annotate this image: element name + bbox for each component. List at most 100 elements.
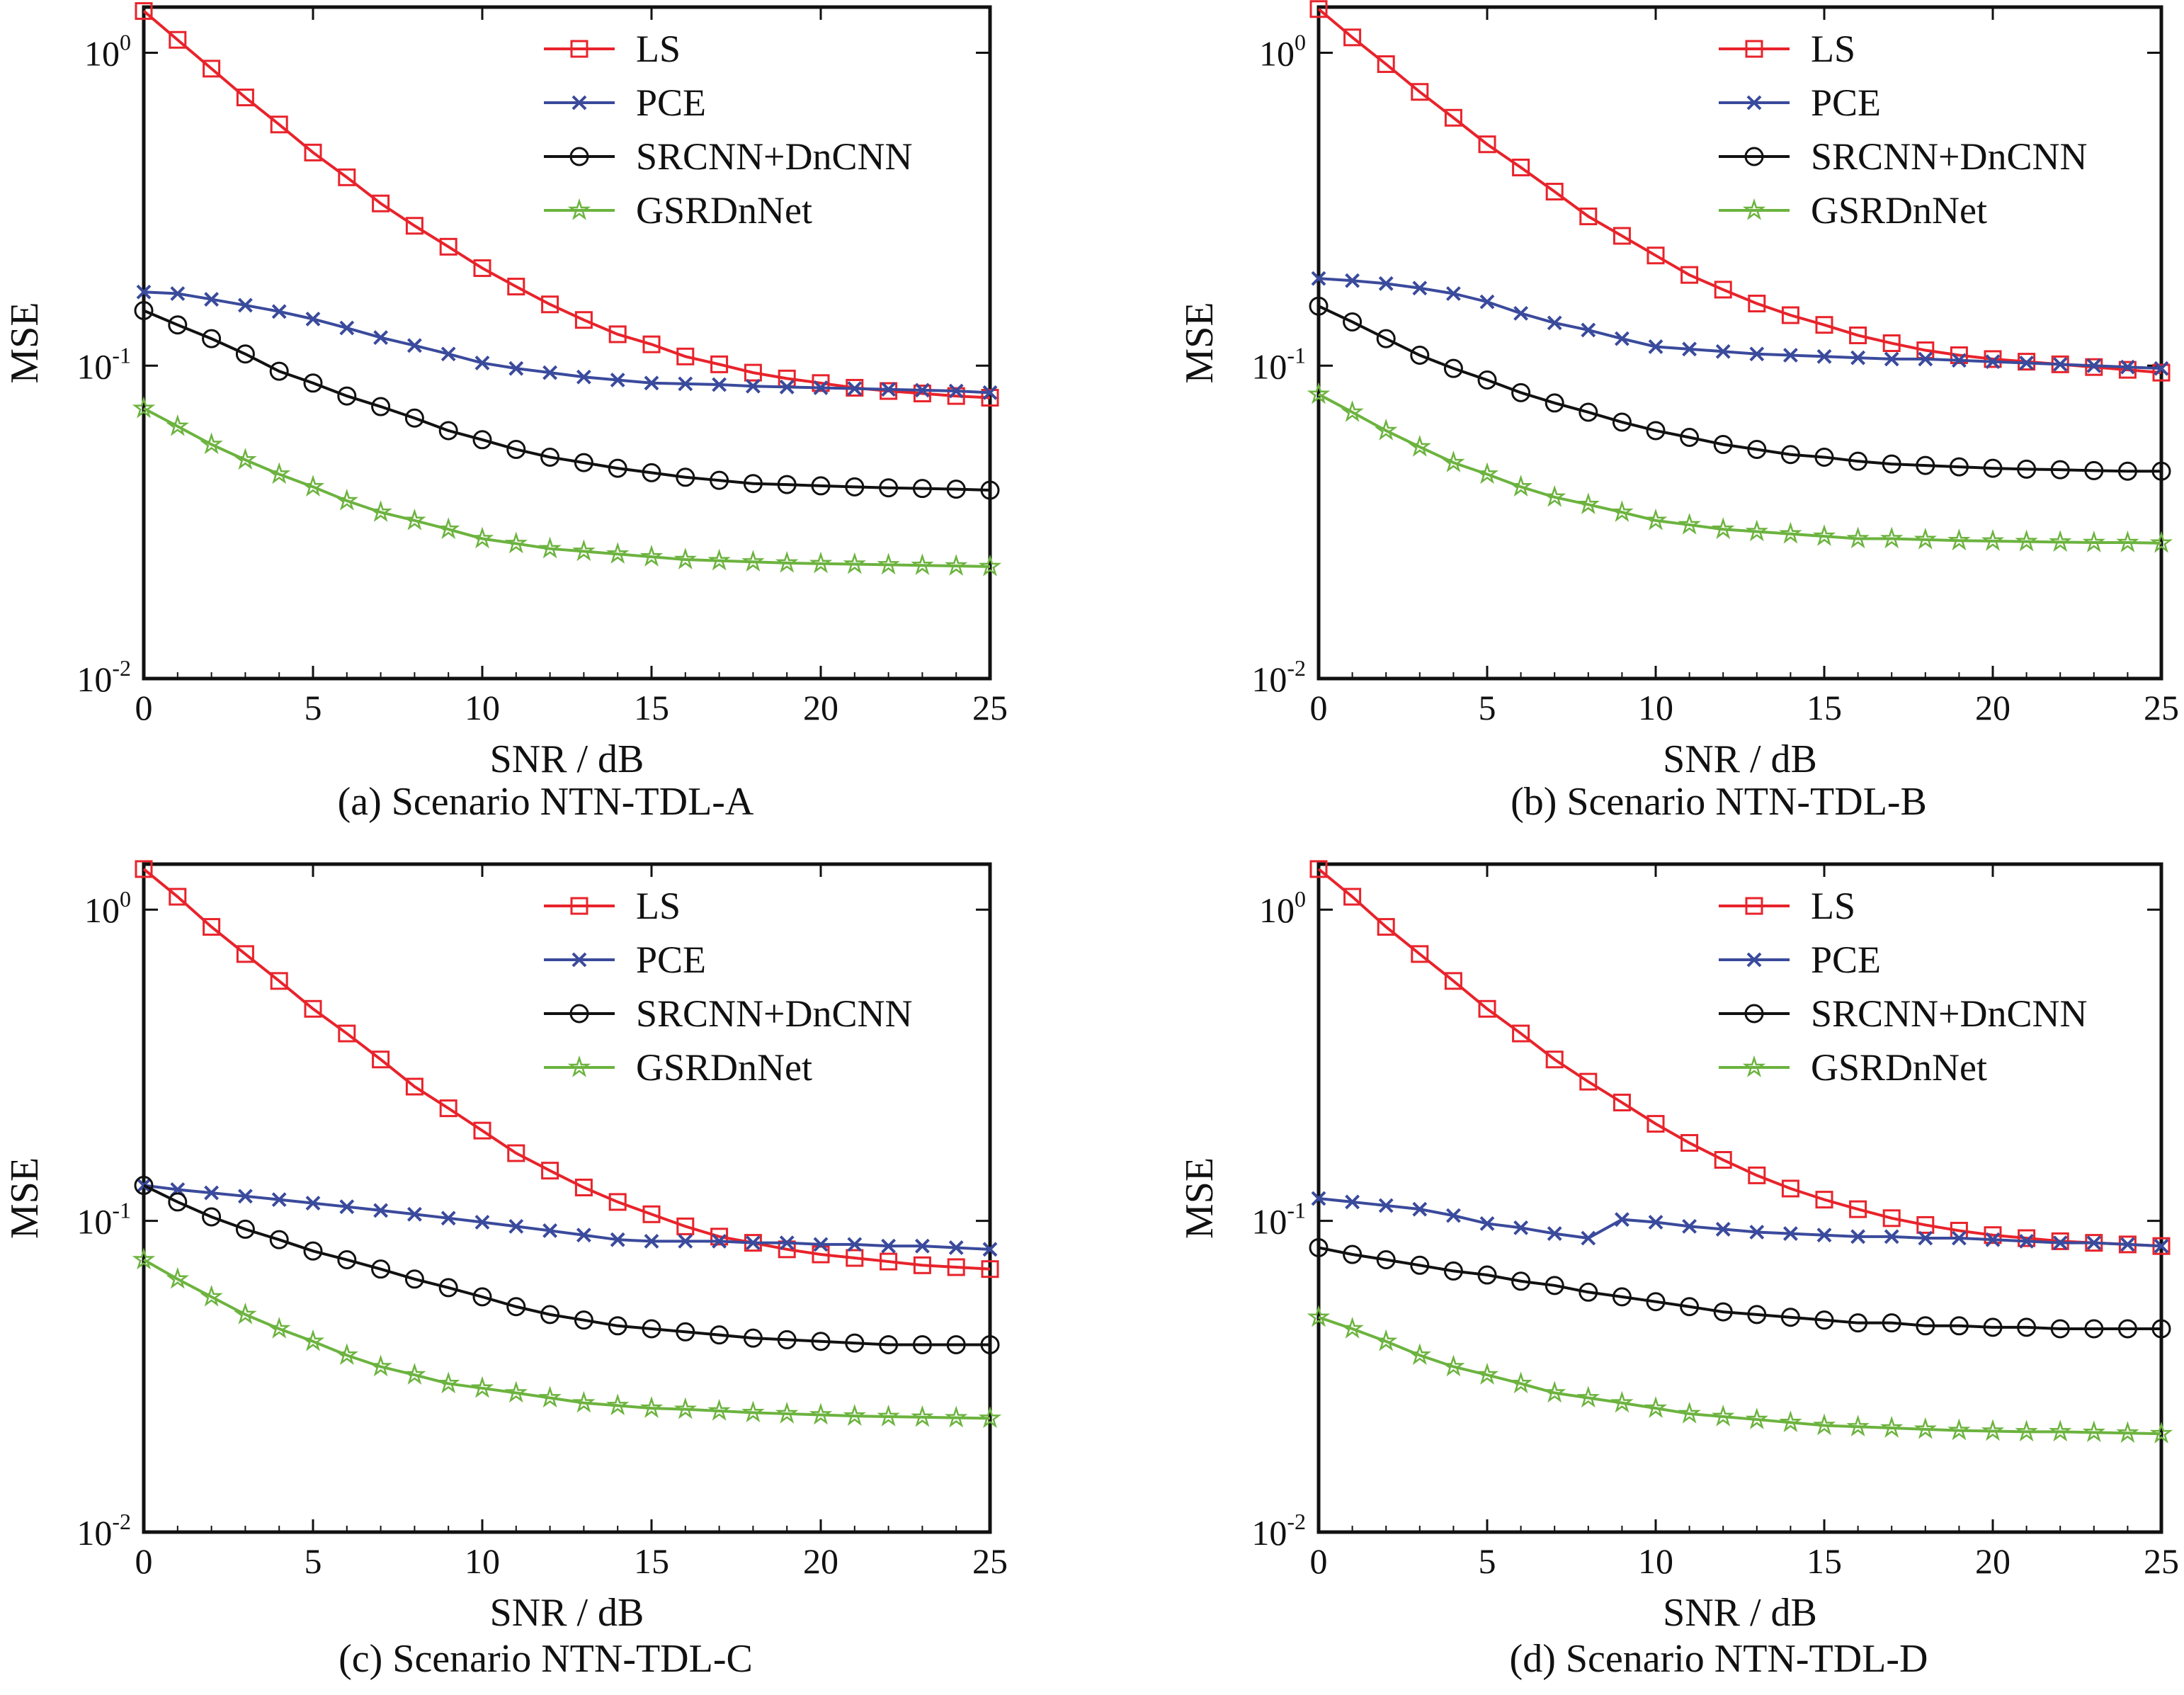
legend-marker	[567, 1055, 591, 1077]
data-point	[1614, 1212, 1630, 1228]
data-point	[303, 1241, 323, 1261]
data-point	[135, 2, 153, 21]
panel-caption: (b) Scenario NTN-TDL-B	[1511, 780, 1927, 824]
x-tick-label: 0	[135, 688, 153, 727]
data-point	[1547, 315, 1562, 331]
y-tick-exponent: -1	[112, 1198, 131, 1223]
legend-label: GSRDnNet	[1811, 1046, 1987, 1089]
data-point	[1345, 273, 1360, 288]
x-tick-label: 15	[1807, 1541, 1842, 1581]
data-point	[1646, 421, 1666, 441]
data-point	[237, 297, 253, 313]
data-point	[538, 536, 562, 559]
data-point	[1745, 1407, 1769, 1429]
data-point	[707, 1398, 731, 1421]
data-point	[2117, 1319, 2137, 1339]
y-tick-label: 10-1	[1251, 1198, 1306, 1242]
data-point	[1850, 350, 1866, 365]
data-point	[1475, 462, 1499, 484]
data-point	[2019, 1233, 2035, 1249]
data-point	[847, 1237, 863, 1252]
x-tick-label: 20	[803, 688, 838, 727]
data-point	[1947, 1418, 1971, 1441]
data-point	[608, 458, 627, 478]
data-point	[948, 383, 964, 399]
data-point	[271, 304, 287, 319]
data-point	[168, 315, 188, 335]
data-point	[879, 478, 899, 498]
data-point	[2017, 1317, 2037, 1337]
data-point	[847, 381, 863, 396]
data-point	[1646, 1115, 1665, 1133]
data-point	[911, 553, 934, 575]
data-point	[1374, 1329, 1398, 1351]
x-tick-label: 20	[803, 1541, 838, 1581]
data-point	[978, 554, 1002, 577]
legend-label: LS	[1811, 28, 1855, 70]
data-point	[1678, 1401, 1701, 1424]
legend-label: SRCNN+DnCNN	[1811, 135, 2088, 178]
series-ls	[1309, 860, 2171, 1255]
data-point	[203, 59, 221, 78]
y-tick-base: 10	[1251, 659, 1287, 699]
data-point	[1748, 1166, 1766, 1184]
data-point	[1509, 475, 1532, 497]
data-point	[168, 1192, 188, 1212]
data-point	[881, 1238, 897, 1254]
data-point	[947, 1258, 965, 1276]
data-point	[914, 1238, 930, 1254]
legend-entry: SRCNN+DnCNN	[544, 992, 913, 1035]
data-point	[779, 379, 795, 395]
data-point	[1748, 295, 1766, 313]
data-point	[811, 1332, 831, 1351]
x-tick-label: 5	[305, 1541, 322, 1581]
series-srcnn-dncnn	[1309, 1237, 2171, 1339]
y-tick-exponent: -1	[1287, 342, 1306, 368]
data-point	[1610, 500, 1634, 522]
data-point	[134, 1176, 154, 1196]
legend-label: PCE	[1811, 939, 1881, 981]
data-point	[1848, 1313, 1868, 1333]
legend-label: GSRDnNet	[1811, 189, 1987, 232]
data-point	[710, 1325, 729, 1345]
y-axis-label: MSE	[1178, 302, 1222, 383]
data-point	[1680, 427, 1700, 447]
y-tick-label: 100	[1259, 886, 1306, 930]
data-point	[1511, 1271, 1531, 1291]
data-point	[1815, 1191, 1833, 1209]
series-pce	[1311, 271, 2169, 376]
data-point	[1376, 1250, 1396, 1270]
data-point	[1779, 1410, 1802, 1433]
data-point	[2120, 359, 2135, 375]
x-tick-label: 20	[1975, 688, 2010, 727]
y-tick-exponent: -2	[112, 1509, 131, 1534]
y-tick-base: 10	[76, 659, 112, 699]
data-point	[1781, 1179, 1799, 1198]
data-point	[812, 374, 830, 392]
data-point	[304, 999, 322, 1018]
data-point	[1644, 508, 1668, 531]
data-point	[166, 414, 190, 436]
legend-label: PCE	[636, 939, 706, 981]
data-point	[1477, 370, 1497, 390]
data-point	[169, 30, 187, 49]
data-point	[538, 1385, 562, 1408]
x-tick-label: 25	[2144, 688, 2179, 727]
data-point	[404, 408, 424, 428]
x-tick-label: 10	[465, 688, 500, 727]
y-tick-exponent: 0	[120, 30, 131, 55]
data-point	[2015, 529, 2038, 552]
data-point	[1780, 445, 1800, 465]
y-axis-label: MSE	[3, 302, 47, 383]
data-point	[1913, 1417, 1938, 1439]
data-point	[2084, 1319, 2104, 1339]
data-point	[1983, 1317, 2003, 1337]
series-gsrdnnet	[132, 396, 1002, 577]
data-point	[1374, 418, 1398, 441]
data-point	[1951, 1230, 1967, 1246]
data-point	[541, 1162, 559, 1180]
data-point	[605, 542, 630, 564]
data-point	[2052, 1235, 2068, 1251]
series-pce	[136, 284, 998, 400]
